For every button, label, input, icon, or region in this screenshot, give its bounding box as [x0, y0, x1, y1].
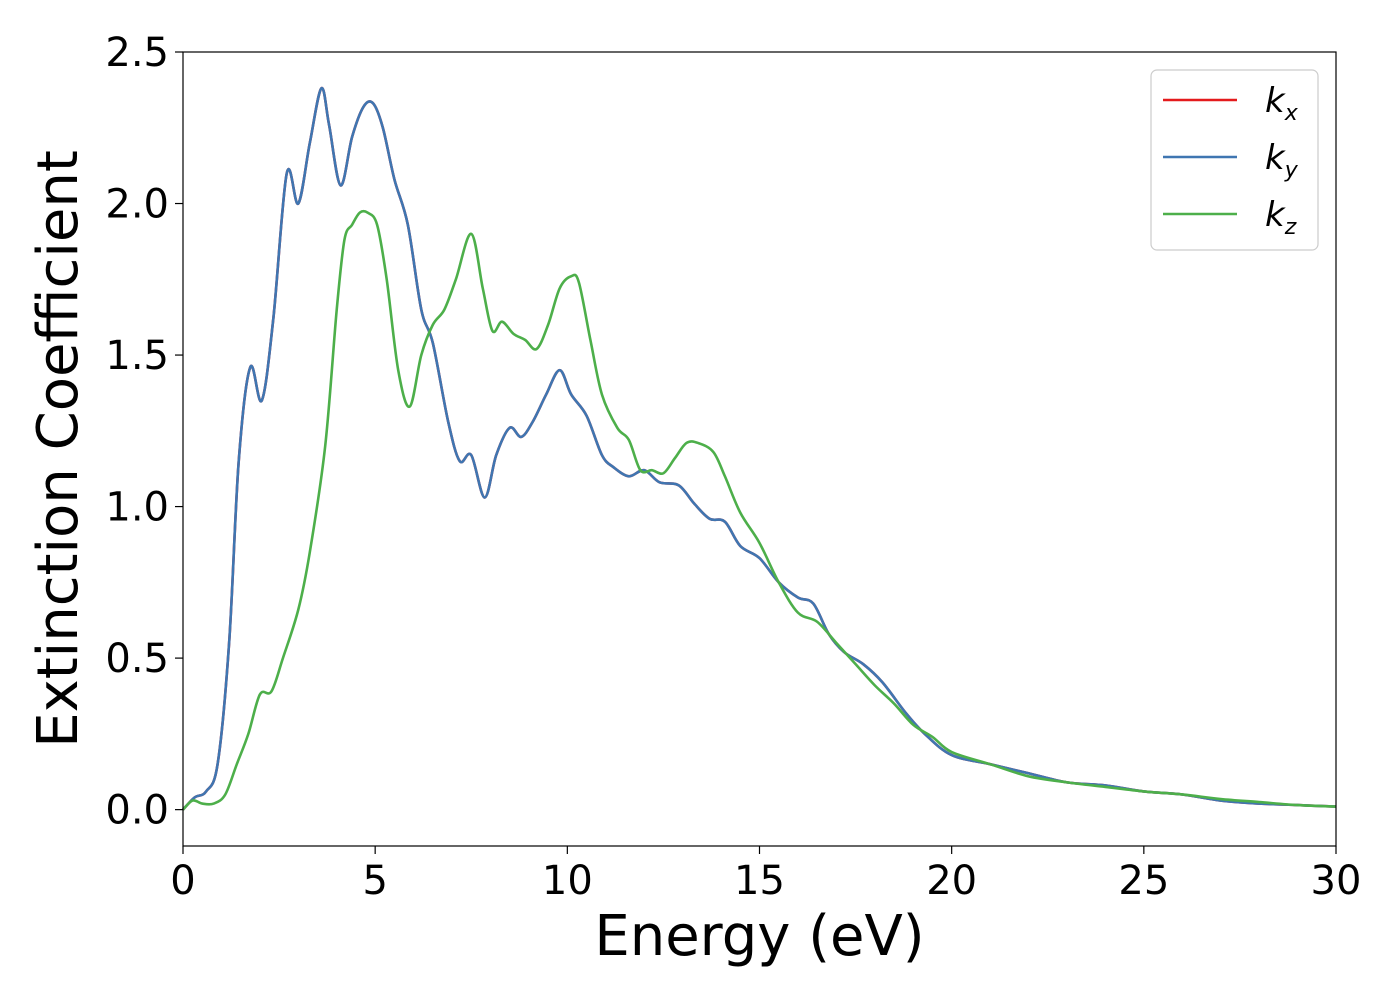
- y-axis-title: Extinction Coefficient: [26, 150, 91, 748]
- legend-subscript: z: [1284, 215, 1297, 240]
- y-tick-label: 2.0: [105, 182, 169, 228]
- series-line-kz: [182, 209, 1337, 811]
- x-tick-label: 10: [542, 858, 593, 904]
- x-tick-label: 15: [734, 858, 785, 904]
- legend-subscript: y: [1284, 158, 1299, 183]
- legend-subscript: x: [1284, 101, 1299, 126]
- y-axis: 0.0 0.5 1.0 1.5 2.0 2.5: [105, 30, 183, 834]
- x-tick-label: 25: [1118, 858, 1169, 904]
- y-tick-label: 2.5: [105, 30, 169, 76]
- x-tick-label: 5: [362, 858, 387, 904]
- x-tick-label: 30: [1311, 858, 1362, 904]
- x-axis: 0 5 10 15 20 25 30: [170, 846, 1361, 904]
- y-tick-label: 0.0: [105, 788, 169, 834]
- y-tick-label: 0.5: [105, 636, 169, 682]
- x-axis-title: Energy (eV): [594, 904, 924, 969]
- x-tick-label: 20: [926, 858, 977, 904]
- y-tick-label: 1.5: [105, 333, 169, 379]
- series-layer: [182, 87, 1337, 811]
- y-tick-label: 1.0: [105, 485, 169, 531]
- x-tick-label: 0: [170, 858, 195, 904]
- legend-box: [1150, 69, 1319, 251]
